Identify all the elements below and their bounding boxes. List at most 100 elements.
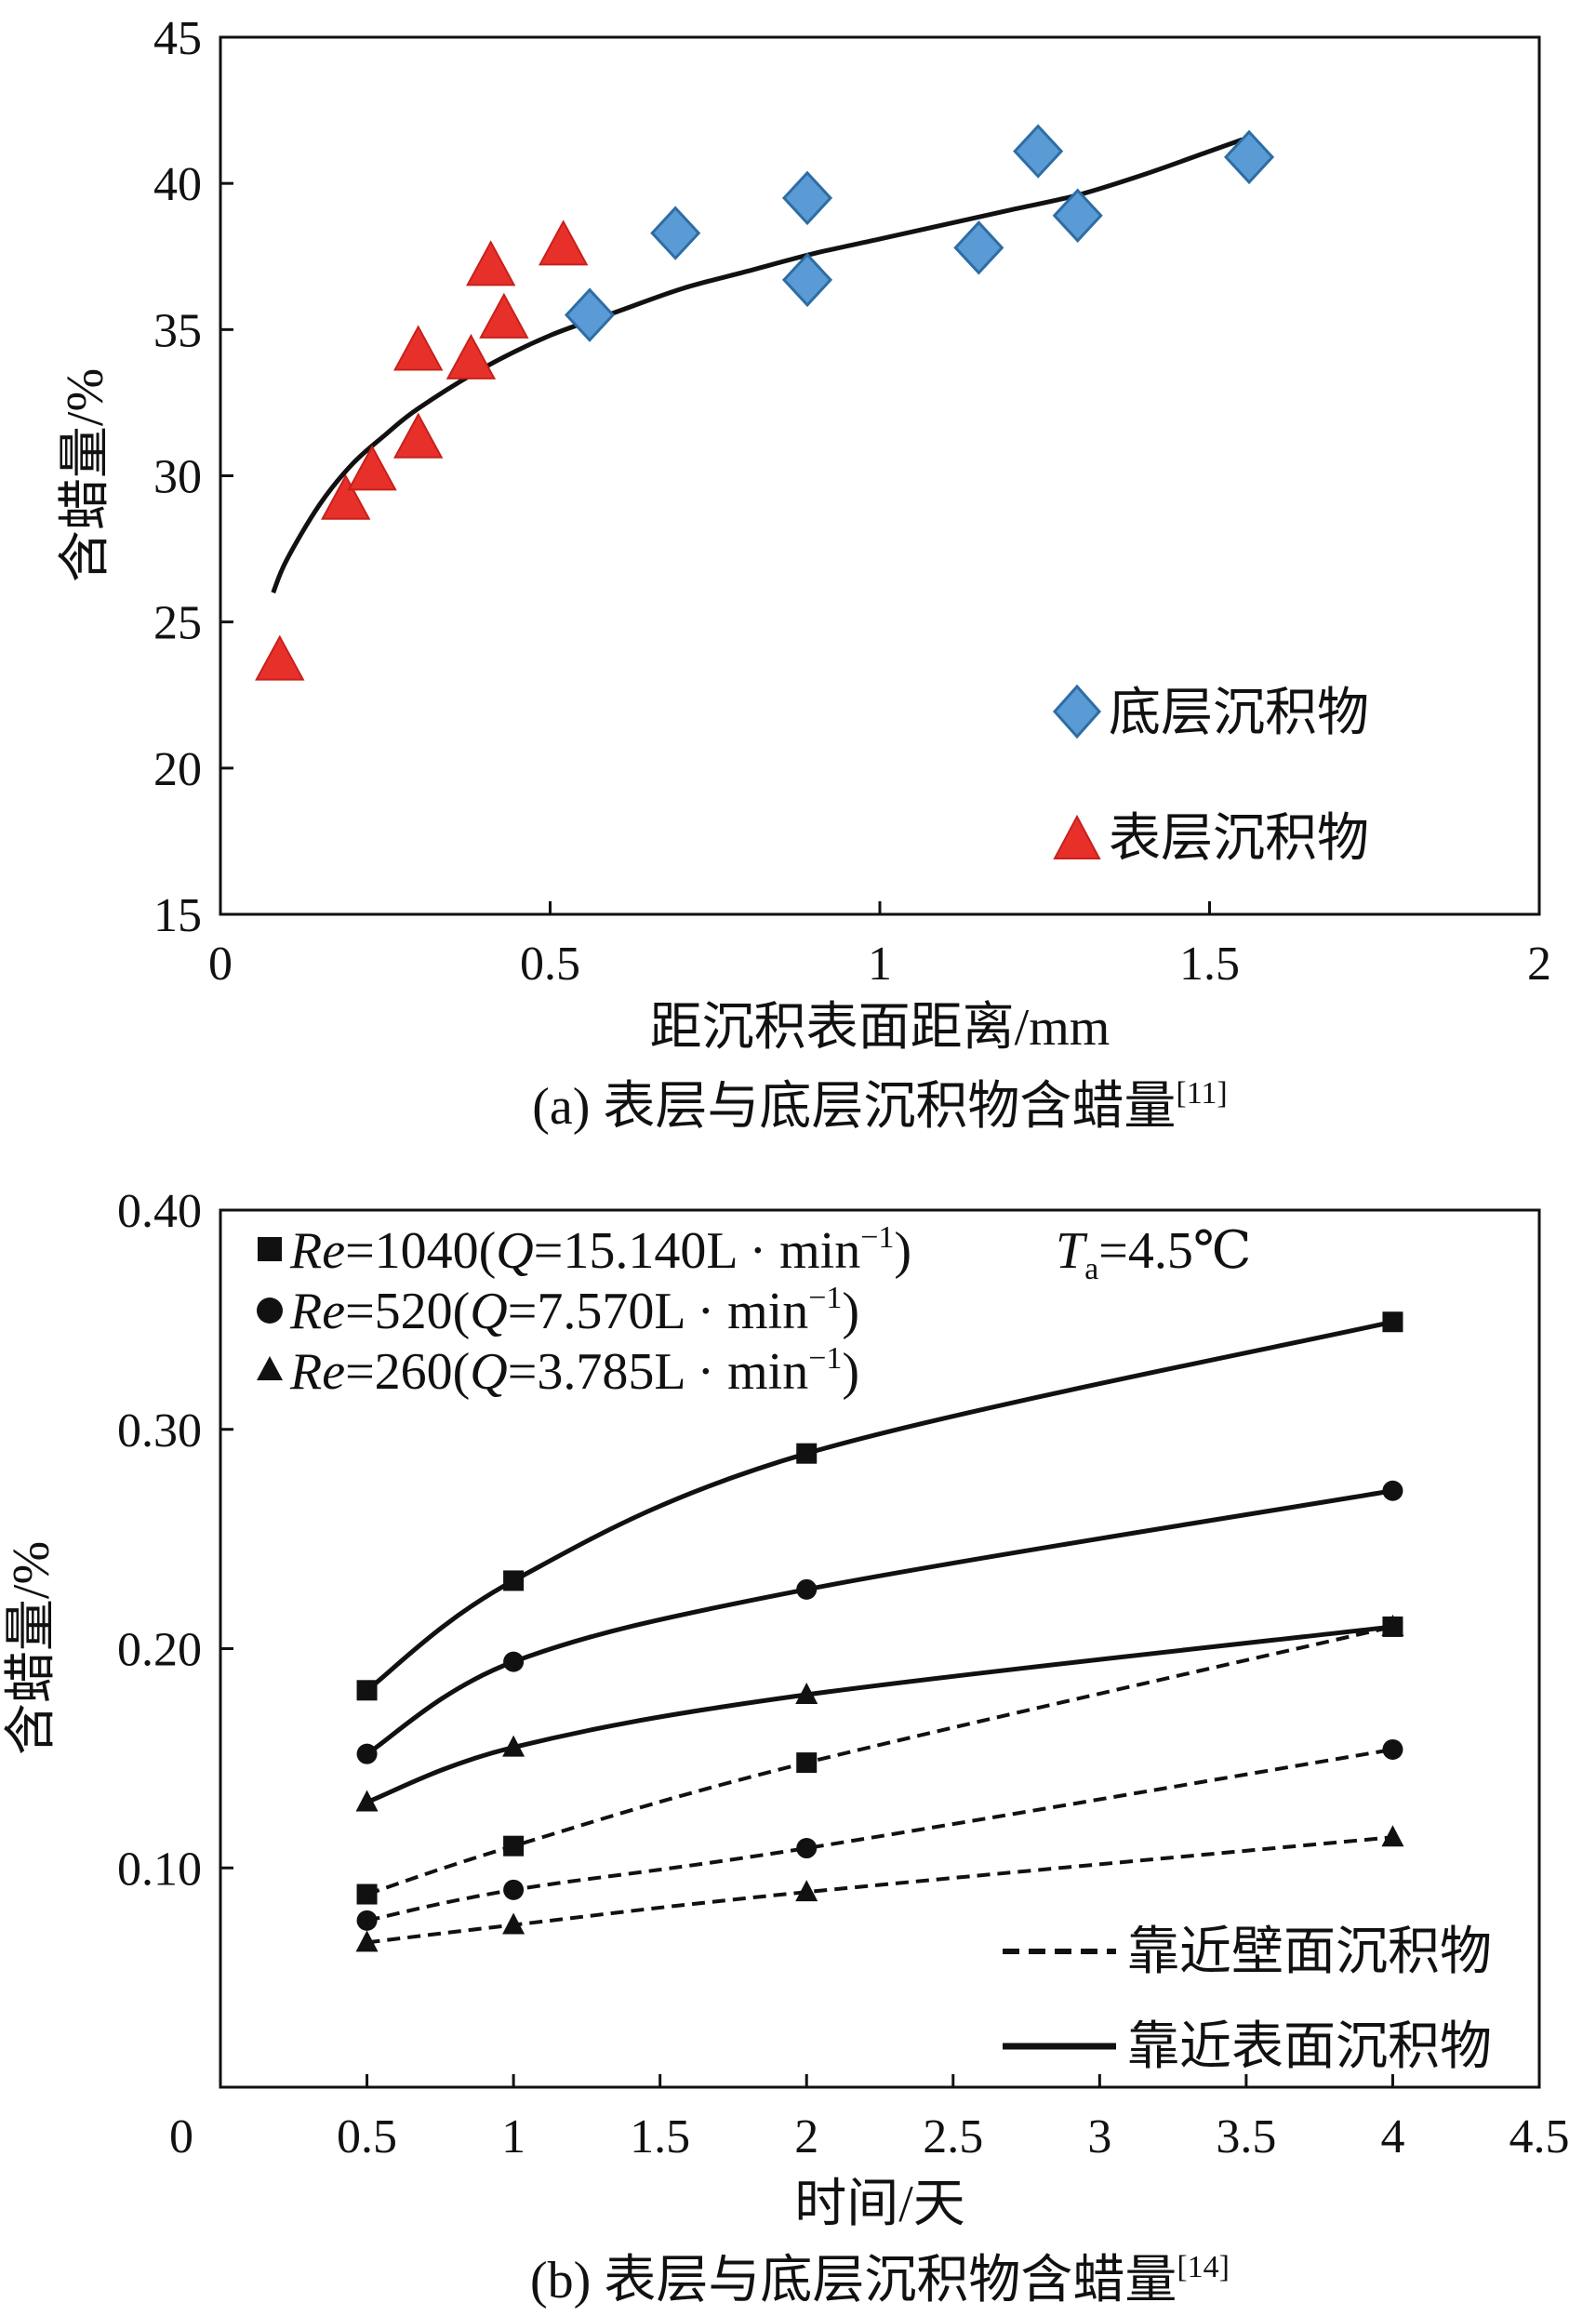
- y-axis-label-a: 含蜡量/%: [57, 368, 114, 582]
- square-point: [503, 1570, 525, 1591]
- y-tick-label-a: 40: [153, 158, 202, 211]
- y-tick-label-a: 30: [153, 451, 202, 504]
- circle-point: [356, 1910, 378, 1931]
- caption-a: (a) 表层与底层沉积物含蜡量[11]: [532, 1076, 1228, 1136]
- legend-re260: Re=260(Q=3.785L · min−1): [289, 1341, 859, 1401]
- triangle-point-b: [355, 1930, 379, 1952]
- x-tick-label-b: 3: [1087, 2110, 1111, 2163]
- triangle-point-b: [795, 1880, 818, 1902]
- data-points-b: [355, 1311, 1404, 1952]
- triangle-point-b: [502, 1735, 525, 1757]
- circle-point: [503, 1651, 525, 1672]
- solid-series-line: [366, 1624, 1393, 1804]
- y-tick-label-a: 20: [153, 743, 202, 796]
- legend-re1040: Re=1040(Q=15.140L · min−1): [289, 1220, 911, 1280]
- x-tick-label-b: 4.5: [1510, 2110, 1570, 2163]
- diamond-point: [781, 170, 833, 226]
- triangle-point: [393, 412, 444, 459]
- legend-square-marker: [258, 1237, 282, 1261]
- caption-b-ref: [14]: [1177, 2250, 1230, 2284]
- triangle-point: [347, 445, 397, 491]
- x-tick-label-a: 2: [1527, 938, 1551, 991]
- legend-re520: Re=520(Q=7.570L · min−1): [289, 1281, 859, 1340]
- caption-a-text: (a) 表层与底层沉积物含蜡量: [532, 1078, 1176, 1136]
- caption-b: (b) 表层与底层沉积物含蜡量[14]: [530, 2250, 1230, 2309]
- square-point: [356, 1883, 378, 1905]
- legend-label-surface-layer: 表层沉积物: [1109, 810, 1369, 868]
- x-tick-label-b: 0.5: [337, 2110, 397, 2163]
- legend-a: 底层沉积物 表层沉积物: [1052, 684, 1369, 868]
- y-tick-label-b: 0.40: [117, 1185, 202, 1238]
- triangle-point-b: [502, 1912, 525, 1935]
- square-point: [503, 1835, 525, 1857]
- legend-label-bottom-layer: 底层沉积物: [1109, 685, 1369, 742]
- series-lines-b: [366, 1319, 1393, 1945]
- circle-point: [796, 1838, 818, 1859]
- legend-triangle-marker-b: [257, 1356, 283, 1380]
- x-tick-label-b: 3.5: [1216, 2110, 1276, 2163]
- y-tick-label-b: 0.30: [117, 1404, 202, 1457]
- square-point: [1382, 1616, 1403, 1637]
- x-tick-label-a: 1.5: [1179, 938, 1240, 991]
- triangle-point-b: [795, 1683, 818, 1705]
- square-point: [1382, 1311, 1403, 1333]
- x-tick-label-b: 1: [501, 2110, 525, 2163]
- legend-circle-marker: [257, 1298, 283, 1324]
- diamond-point: [1052, 188, 1103, 243]
- circle-point: [1382, 1480, 1403, 1501]
- y-axis-label-b: 含蜡量/%: [3, 1541, 60, 1755]
- triangle-point: [321, 473, 371, 520]
- caption-b-text: (b) 表层与底层沉积物含蜡量: [530, 2252, 1177, 2309]
- x-tick-label-b: 4: [1380, 2110, 1404, 2163]
- x-tick-label-a: 1: [868, 938, 892, 991]
- dashed-series-line: [366, 1624, 1393, 1897]
- y-tick-label-a: 45: [153, 12, 202, 65]
- diamond-point: [1223, 129, 1275, 185]
- data-points-a: [255, 124, 1275, 681]
- diamond-point: [781, 252, 833, 308]
- y-tick-label-b: 0.20: [117, 1624, 202, 1677]
- circle-point: [503, 1879, 525, 1900]
- legend-markers-b: Re=1040(Q=15.140L · min−1) Re=520(Q=7.57…: [257, 1220, 1251, 1401]
- triangle-point: [393, 325, 444, 371]
- legend-near-wall: 靠近壁面沉积物: [1127, 1923, 1492, 1981]
- x-tick-label-b: 0: [169, 2110, 193, 2163]
- solid-series-line: [366, 1319, 1393, 1693]
- triangle-point-b: [1381, 1825, 1404, 1847]
- diamond-point: [1013, 124, 1064, 179]
- plot-frame-a: [219, 35, 1541, 916]
- x-axis-label-b: 时间/天: [794, 2176, 965, 2233]
- y-tick-label-a: 35: [153, 304, 202, 357]
- square-point: [796, 1752, 818, 1774]
- x-tick-label-a: 0.5: [520, 938, 580, 991]
- legend-lines-b: 靠近壁面沉积物 靠近表面沉积物: [1003, 1923, 1492, 2076]
- x-tick-label-a: 0: [208, 938, 233, 991]
- circle-point: [356, 1743, 378, 1764]
- triangle-point: [538, 220, 589, 266]
- chart-a: 0 0.5 1 1.5 2 15 20 25 30 35 40 45 含蜡量/% 距沉积表面距离/mm…: [57, 12, 1551, 1136]
- y-tick-label-a: 15: [153, 889, 202, 942]
- x-tick-label-b: 1.5: [630, 2110, 690, 2163]
- axis-ticks-b: 0 0.5 1 1.5 2 2.5 3 3.5 4 4.5 0.10 0.20 0.30 0.40: [117, 1185, 1570, 2163]
- legend-diamond-marker: [1052, 684, 1102, 739]
- x-tick-label-b: 2.5: [923, 2110, 983, 2163]
- annotation-ta: Ta=4.5℃: [1056, 1222, 1251, 1286]
- solid-series-line: [366, 1488, 1393, 1756]
- x-axis-label-a: 距沉积表面距离/mm: [650, 999, 1111, 1057]
- triangle-point: [479, 292, 529, 339]
- diamond-point: [564, 287, 616, 342]
- y-tick-label-b: 0.10: [117, 1843, 202, 1896]
- x-tick-label-b: 2: [794, 2110, 818, 2163]
- triangle-point: [446, 333, 497, 379]
- triangle-point-b: [355, 1790, 379, 1812]
- caption-a-ref: [11]: [1176, 1076, 1227, 1111]
- diamond-point: [650, 206, 701, 260]
- square-point: [356, 1680, 378, 1701]
- diamond-point: [953, 220, 1004, 275]
- axis-ticks-a: 0 0.5 1 1.5 2 15 20 25 30 35 40 45: [153, 12, 1551, 991]
- square-point: [796, 1443, 818, 1464]
- triangle-point: [466, 240, 516, 286]
- triangle-point: [255, 634, 305, 681]
- y-tick-label-a: 25: [153, 597, 202, 650]
